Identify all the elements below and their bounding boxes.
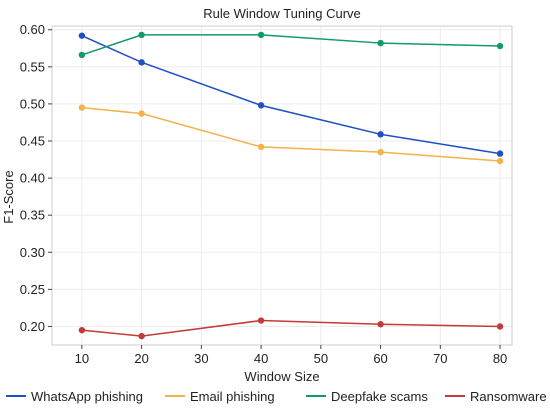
data-point bbox=[257, 317, 265, 324]
data-point bbox=[496, 323, 504, 330]
data-point bbox=[257, 102, 265, 109]
x-tick-label: 80 bbox=[493, 351, 507, 366]
y-tick-label: 0.50 bbox=[20, 96, 45, 111]
series-line bbox=[81, 319, 501, 337]
series-1 bbox=[78, 104, 504, 165]
legend: WhatsApp phishing Email phishing Deepfake … bbox=[6, 389, 547, 404]
legend-item: Email phishing bbox=[165, 389, 275, 404]
y-tick-label: 0.55 bbox=[20, 59, 45, 74]
data-point bbox=[138, 110, 145, 117]
x-tick-label: 30 bbox=[194, 351, 208, 366]
data-point bbox=[377, 148, 384, 156]
data-point bbox=[257, 31, 265, 39]
series-2 bbox=[78, 31, 504, 59]
x-tick-label: 10 bbox=[75, 351, 89, 366]
x-axis-ticks: 10 20 30 40 50 60 70 80 bbox=[75, 345, 507, 366]
data-point bbox=[496, 42, 504, 50]
y-axis-ticks: 0.20 0.25 0.30 0.35 0.40 0.45 0.50 0.55 0.60 bbox=[20, 22, 52, 334]
series-3 bbox=[78, 317, 504, 340]
data-point bbox=[377, 39, 384, 47]
legend-item: Ransomware bbox=[445, 389, 547, 404]
y-tick-label: 0.45 bbox=[20, 133, 45, 148]
data-point bbox=[138, 59, 145, 66]
data-point bbox=[78, 326, 86, 334]
series-0 bbox=[78, 32, 504, 157]
data-point bbox=[78, 51, 86, 59]
data-point bbox=[377, 321, 384, 328]
data-point bbox=[257, 143, 265, 151]
x-tick-label: 70 bbox=[433, 351, 447, 366]
data-point bbox=[496, 157, 504, 165]
y-tick-label: 0.40 bbox=[20, 171, 45, 186]
series-group bbox=[78, 31, 504, 340]
x-tick-label: 40 bbox=[254, 351, 268, 366]
y-tick-label: 0.20 bbox=[20, 319, 45, 334]
data-point bbox=[78, 32, 86, 39]
x-axis-label: Window Size bbox=[244, 369, 319, 384]
x-tick-label: 50 bbox=[314, 351, 328, 366]
x-tick-label: 20 bbox=[134, 351, 148, 366]
data-point bbox=[78, 104, 86, 111]
series-line bbox=[81, 106, 501, 162]
plot-frame bbox=[51, 25, 513, 346]
y-tick-label: 0.35 bbox=[20, 208, 45, 223]
data-point bbox=[138, 31, 145, 39]
grid bbox=[52, 26, 512, 345]
x-tick-label: 60 bbox=[373, 351, 387, 366]
y-axis-label: F1-Score bbox=[1, 170, 16, 223]
data-point bbox=[496, 150, 504, 157]
data-point bbox=[138, 332, 145, 340]
legend-label: Deepfake scams bbox=[331, 389, 428, 404]
data-point bbox=[377, 131, 384, 138]
y-tick-label: 0.25 bbox=[20, 282, 45, 297]
y-tick-label: 0.60 bbox=[20, 22, 45, 37]
legend-label: Email phishing bbox=[190, 389, 275, 404]
series-line bbox=[81, 34, 501, 56]
legend-label: WhatsApp phishing bbox=[31, 389, 143, 404]
legend-item: Deepfake scams bbox=[306, 389, 428, 404]
legend-item: WhatsApp phishing bbox=[6, 389, 143, 404]
chart-title: Rule Window Tuning Curve bbox=[203, 6, 361, 21]
legend-label: Ransomware bbox=[470, 389, 547, 404]
series-line bbox=[81, 34, 501, 155]
y-tick-label: 0.30 bbox=[20, 245, 45, 260]
